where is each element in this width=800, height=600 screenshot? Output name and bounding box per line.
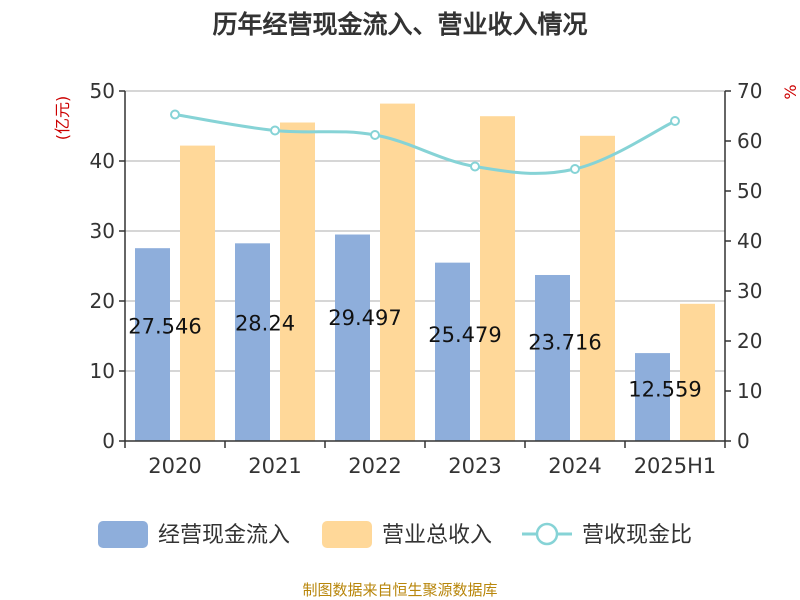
legend-swatch — [98, 521, 148, 548]
data-label: 23.716 — [528, 330, 601, 354]
y-left-tick-label: 30 — [90, 219, 115, 243]
bar-revenue — [480, 116, 515, 441]
y-right-tick-label: 0 — [737, 429, 750, 453]
y-right-tick-label: 20 — [737, 329, 762, 353]
ratio-point — [670, 116, 680, 126]
bar-cash-inflow — [235, 243, 270, 441]
ratio-line-group — [170, 109, 680, 175]
y-left-tick-label: 0 — [102, 429, 115, 453]
data-label: 27.546 — [128, 314, 201, 338]
x-tick-label: 2021 — [248, 454, 301, 478]
y-left-tick-label: 40 — [90, 149, 115, 173]
legend-label: 经营现金流入 — [158, 523, 290, 548]
data-label: 28.24 — [235, 311, 295, 335]
bar-cash-inflow — [335, 234, 370, 441]
bar-cash-inflow — [135, 248, 170, 441]
y-right-tick-label: 50 — [737, 179, 762, 203]
data-labels-group: 27.546 28.24 29.497 25.479 23.716 12.559 — [128, 306, 701, 401]
y-left-tick-label: 20 — [90, 289, 115, 313]
x-tick-label: 2024 — [548, 454, 601, 478]
legend-swatch — [322, 521, 372, 548]
x-tick-label: 2023 — [448, 454, 501, 478]
y-right-tick-label: 70 — [737, 79, 762, 103]
y-left-tick-label: 10 — [90, 359, 115, 383]
data-label: 29.497 — [328, 306, 401, 330]
y-left-unit-label: (亿元) — [53, 96, 72, 141]
bar-revenue — [380, 103, 415, 441]
y-left-tick-label: 50 — [90, 79, 115, 103]
bar-cash-inflow — [535, 274, 570, 441]
legend: 经营现金流入 营业总收入 营收现金比 — [98, 521, 692, 548]
bars-group — [135, 103, 715, 442]
bar-cash-inflow — [635, 353, 670, 441]
bar-cash-inflow — [435, 262, 470, 441]
legend-marker — [535, 522, 559, 546]
ratio-point — [470, 161, 480, 172]
y-right-tick-label: 30 — [737, 279, 762, 303]
x-tick-label: 2022 — [348, 454, 401, 478]
y-right-tick-label: 60 — [737, 129, 762, 153]
ratio-line — [174, 113, 676, 175]
bar-revenue — [280, 122, 315, 441]
x-tick-label: 2025H1 — [634, 454, 717, 478]
ratio-point — [270, 125, 280, 136]
ratio-point — [570, 164, 580, 174]
ratio-point — [370, 130, 380, 140]
bar-revenue — [680, 303, 715, 441]
grid-lines — [125, 90, 725, 372]
data-label: 12.559 — [628, 377, 701, 401]
bar-revenue — [580, 135, 615, 442]
y-right-tick-label: 40 — [737, 229, 762, 253]
source-note: 制图数据来自恒生聚源数据库 — [302, 581, 497, 599]
ratio-point — [170, 109, 180, 120]
y-right-tick-label: 10 — [737, 379, 762, 403]
legend-label: 营收现金比 — [582, 523, 692, 548]
y-right-unit-label: % — [781, 84, 800, 99]
data-label: 25.479 — [428, 323, 501, 347]
x-tick-label: 2020 — [148, 454, 201, 478]
legend-label: 营业总收入 — [382, 523, 492, 548]
chart-title: 历年经营现金流入、营业收入情况 — [212, 10, 587, 39]
bar-revenue — [180, 145, 215, 441]
axes-group: 0 10 20 30 40 50 0 10 20 30 40 50 60 70 2020 2021 2022 20… — [90, 79, 763, 478]
